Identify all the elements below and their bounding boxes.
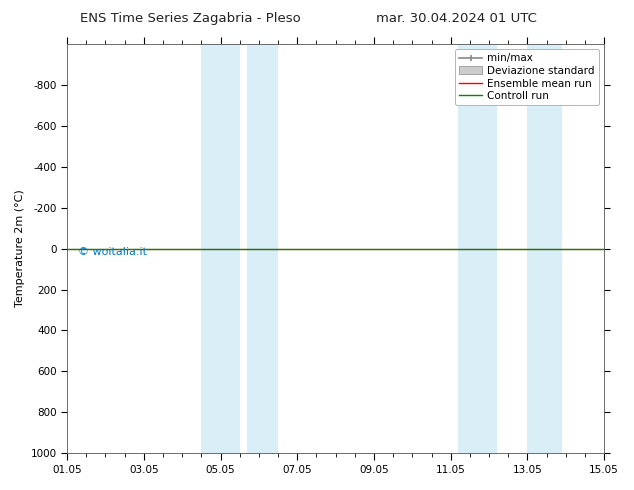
Bar bbox=[527, 44, 562, 453]
Text: ENS Time Series Zagabria - Pleso: ENS Time Series Zagabria - Pleso bbox=[80, 12, 301, 25]
Bar bbox=[458, 44, 496, 453]
Bar bbox=[202, 44, 240, 453]
Y-axis label: Temperature 2m (°C): Temperature 2m (°C) bbox=[15, 190, 25, 307]
Bar bbox=[247, 44, 278, 453]
Text: © woitalia.it: © woitalia.it bbox=[78, 246, 147, 257]
Legend: min/max, Deviazione standard, Ensemble mean run, Controll run: min/max, Deviazione standard, Ensemble m… bbox=[455, 49, 599, 105]
Text: mar. 30.04.2024 01 UTC: mar. 30.04.2024 01 UTC bbox=[376, 12, 537, 25]
